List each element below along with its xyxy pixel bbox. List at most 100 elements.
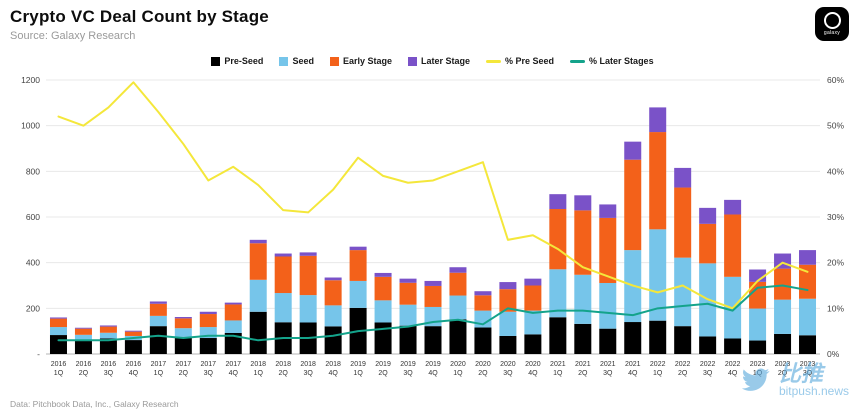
left-axis-tick: 600 <box>26 212 40 222</box>
left-axis-tick: - <box>37 349 40 359</box>
bar-segment-pre-seed <box>199 338 217 354</box>
x-axis-label: 2022 2Q <box>675 361 691 377</box>
bar-segment-early-stage <box>449 272 467 296</box>
legend-swatch <box>407 56 417 66</box>
right-axis-tick: 30% <box>827 212 844 222</box>
x-axis-label: 2016 3Q <box>101 361 117 377</box>
bar-segment-later-stage <box>374 272 392 277</box>
bar-segment-later-stage <box>474 291 492 296</box>
bar-segment-later-stage <box>624 141 642 160</box>
legend-label: Early Stage <box>342 56 392 66</box>
x-axis-label: 2018 4Q <box>325 361 341 377</box>
bar-segment-later-stage <box>149 301 167 304</box>
legend-label: Pre-Seed <box>224 56 264 66</box>
right-axis-tick: 0% <box>827 349 840 359</box>
bar-segment-early-stage <box>274 256 292 294</box>
legend-item-later-stage: Later Stage <box>407 56 470 66</box>
bar-segment-early-stage <box>349 250 367 281</box>
bar-segment-later-stage <box>699 207 717 224</box>
bar-segment-later-stage <box>499 282 517 290</box>
bar-segment-pre-seed <box>699 336 717 354</box>
bar-segment-pre-seed <box>174 336 192 354</box>
bar-segment-pre-seed <box>499 335 517 354</box>
bar-segment-later-stage <box>199 311 217 315</box>
bar-segment-seed <box>249 279 267 312</box>
bar-segment-early-stage <box>474 295 492 311</box>
bar-segment-early-stage <box>524 285 542 311</box>
bar-segment-early-stage <box>649 132 667 230</box>
x-axis-label: 2016 4Q <box>126 361 142 377</box>
legend-label: % Later Stages <box>589 56 654 66</box>
bar-segment-pre-seed <box>649 320 667 354</box>
left-axis-tick: 800 <box>26 166 40 176</box>
x-axis-label: 2020 3Q <box>500 361 516 377</box>
right-axis-tick: 60% <box>827 75 844 85</box>
bar-segment-later-stage <box>224 302 242 305</box>
bar-segment-early-stage <box>574 210 592 275</box>
bar-segment-pre-seed <box>49 335 67 354</box>
legend-swatch <box>570 59 586 63</box>
x-axis-label: 2017 4Q <box>225 361 241 377</box>
bar-segment-seed <box>324 305 342 327</box>
left-axis-tick: 400 <box>26 258 40 268</box>
x-axis-label: 2021 4Q <box>625 361 641 377</box>
bar-segment-early-stage <box>149 303 167 316</box>
legend-swatch <box>329 56 339 66</box>
left-axis-tick: 1200 <box>21 75 40 85</box>
bar-segment-early-stage <box>49 318 67 328</box>
bar-segment-pre-seed <box>724 338 742 354</box>
bar-segment-seed <box>274 293 292 323</box>
x-axis-label: 2022 3Q <box>700 361 716 377</box>
right-axis-tick: 40% <box>827 166 844 176</box>
bar-segment-early-stage <box>699 223 717 264</box>
bar-segment-early-stage <box>199 314 217 328</box>
bar-segment-pre-seed <box>799 335 817 354</box>
galaxy-logo: galaxy <box>815 7 849 41</box>
x-axis-label: 2018 2Q <box>275 361 291 377</box>
bar-segment-later-stage <box>449 267 467 273</box>
bar-segment-pre-seed <box>124 340 142 354</box>
watermark-site: bitpush.news <box>778 384 849 399</box>
x-axis-label: 2019 4Q <box>425 361 441 377</box>
bar-segment-pre-seed <box>249 311 267 354</box>
bar-segment-early-stage <box>499 289 517 312</box>
bar-segment-pre-seed <box>324 326 342 354</box>
bar-segment-seed <box>649 229 667 321</box>
x-axis-label: 2021 3Q <box>600 361 616 377</box>
left-axis-tick: 200 <box>26 303 40 313</box>
chart-legend: Pre-Seed Seed Early Stage Later Stage % Pre … <box>0 56 865 66</box>
bar-segment-pre-seed <box>224 332 242 354</box>
bar-segment-seed <box>774 299 792 334</box>
x-axis-label: 2020 1Q <box>450 361 466 377</box>
line--pre-seed <box>57 81 809 310</box>
bar-segment-later-stage <box>74 327 92 329</box>
bar-segment-seed <box>199 327 217 339</box>
bar-segment-early-stage <box>774 268 792 300</box>
bar-segment-early-stage <box>299 255 317 296</box>
legend-swatch <box>279 56 289 66</box>
x-axis-label: 2017 2Q <box>176 361 192 377</box>
bar-segment-later-stage <box>724 199 742 215</box>
twitter-bird-icon <box>741 368 770 392</box>
bar-segment-later-stage <box>599 204 617 218</box>
x-axis-label: 2021 2Q <box>575 361 591 377</box>
x-axis-label: 2019 1Q <box>350 361 366 377</box>
legend-item-seed: Seed <box>279 56 314 66</box>
bar-segment-pre-seed <box>599 328 617 354</box>
watermark: 比推 bitpush.news <box>738 362 849 398</box>
bar-segment-seed <box>349 280 367 308</box>
bar-segment-later-stage <box>124 330 142 332</box>
bar-segment-later-stage <box>324 277 342 281</box>
x-axis-label: 2018 3Q <box>300 361 316 377</box>
legend-item-pre-seed: Pre-Seed <box>211 56 263 66</box>
bar-segment-pre-seed <box>74 340 92 354</box>
bar-segment-later-stage <box>49 317 67 319</box>
bar-segment-seed <box>74 334 92 341</box>
bar-segment-later-stage <box>99 325 117 327</box>
bar-segment-pre-seed <box>749 340 767 354</box>
chart-header: Crypto VC Deal Count by Stage Source: Ga… <box>10 7 269 42</box>
bar-segment-pre-seed <box>774 333 792 354</box>
legend-label: Seed <box>292 56 314 66</box>
bar-segment-seed <box>449 295 467 320</box>
x-axis-label: 2023 2Q <box>775 361 791 377</box>
